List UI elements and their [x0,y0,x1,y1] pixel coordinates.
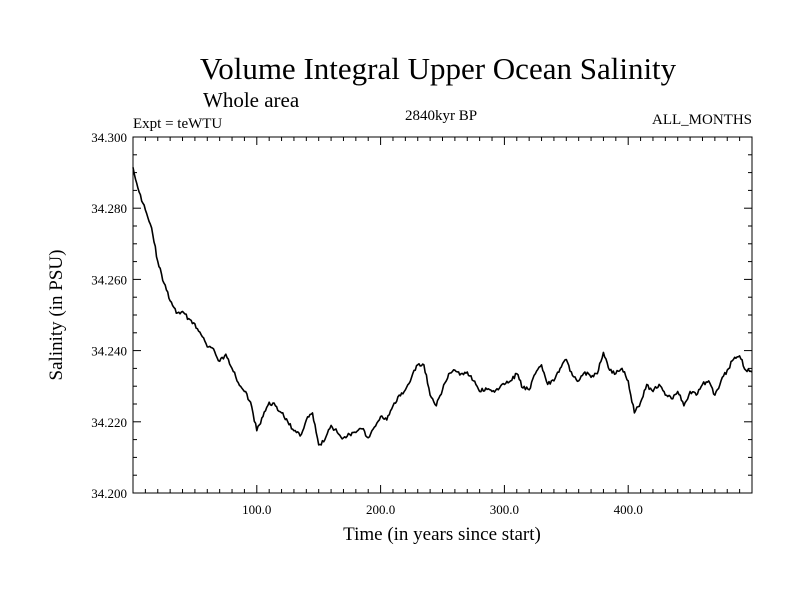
chart-title: Volume Integral Upper Ocean Salinity [200,51,677,86]
period-label: 2840kyr BP [405,108,477,124]
x-tick-label: 400.0 [614,502,643,517]
axis-ticks [133,136,752,494]
x-axis-label: Time (in years since start) [343,524,541,545]
x-tick-label: 300.0 [490,502,519,517]
x-tick-labels: 100.0 200.0 300.0 400.0 [242,502,643,517]
y-tick-label: 34.220 [91,415,127,430]
y-tick-label: 34.260 [91,272,127,287]
y-axis-label: Salinity (in PSU) [46,250,67,381]
experiment-label: Expt = teWTU [133,116,222,132]
x-tick-label: 100.0 [242,502,271,517]
y-tick-label: 34.240 [91,344,127,359]
plot-frame [132,136,753,494]
x-tick-label: 200.0 [366,502,395,517]
months-label: ALL_MONTHS [652,112,752,128]
y-tick-labels: 34.200 34.220 34.240 34.260 34.280 34.300 [91,130,127,501]
salinity-series-line [132,167,753,446]
y-tick-label: 34.280 [91,201,127,216]
y-tick-label: 34.200 [91,486,127,501]
chart-subtitle: Whole area [203,88,300,112]
y-tick-label: 34.300 [91,130,127,145]
